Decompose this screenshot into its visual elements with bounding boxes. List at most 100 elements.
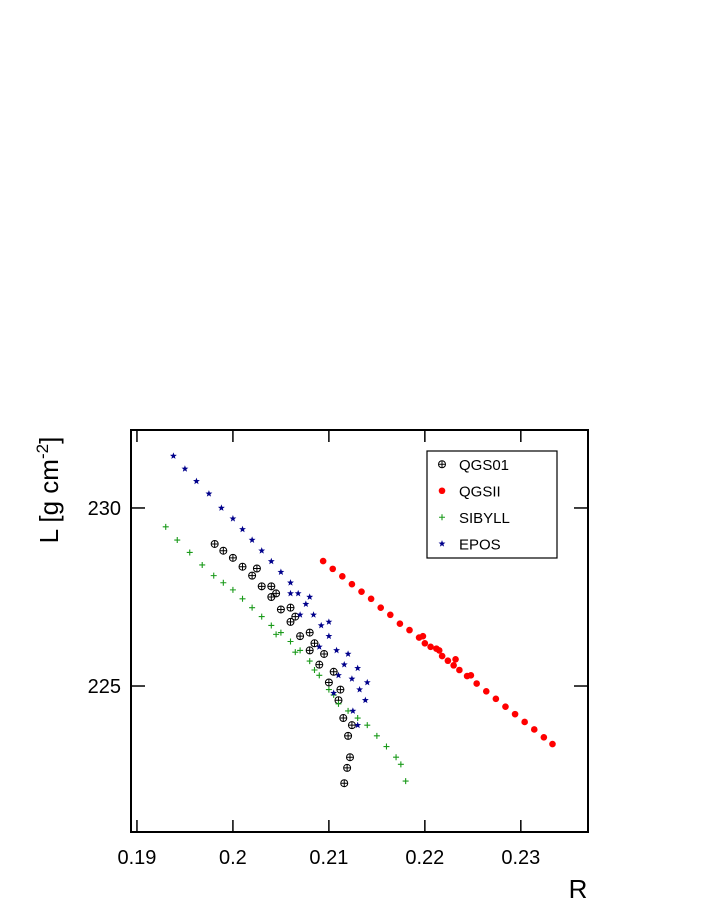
marker-star [310, 611, 317, 618]
marker-plus [249, 604, 256, 611]
marker-circle [482, 688, 490, 695]
marker-star [330, 689, 338, 697]
marker-plus [273, 631, 280, 638]
marker-plus [220, 579, 227, 586]
marker-circle [456, 666, 463, 674]
marker-plus [397, 761, 404, 768]
marker-star [361, 696, 369, 704]
marker-circle [530, 726, 538, 733]
marker-circle [435, 647, 443, 654]
marker-star [325, 632, 333, 640]
legend-label: SIBYLL [459, 510, 510, 527]
marker-circle-cross [210, 539, 219, 548]
marker-star [335, 671, 342, 679]
marker-plus [383, 743, 390, 750]
marker-circle [473, 680, 480, 687]
marker-plus [306, 658, 313, 665]
marker-circle [521, 718, 528, 726]
x-tick-label: 0.19 [117, 847, 156, 869]
marker-plus [229, 586, 236, 593]
marker-star [348, 675, 356, 682]
legend-label: QGSII [459, 483, 501, 500]
marker-circle-cross [305, 628, 314, 637]
marker-star [356, 685, 364, 693]
marker-circle-cross [315, 660, 324, 669]
marker-plus [325, 686, 332, 693]
marker-circle-cross [252, 564, 261, 573]
marker-circle [348, 580, 356, 588]
series [169, 452, 371, 729]
x-tick-label: 0.22 [405, 847, 444, 869]
marker-circle [438, 487, 446, 495]
marker-star [340, 661, 348, 668]
marker-circle-cross [238, 562, 247, 571]
y-tick-label: 225 [88, 676, 121, 698]
marker-plus [364, 722, 371, 729]
marker-star [239, 525, 246, 533]
marker-star [294, 589, 302, 597]
marker-plus [373, 732, 380, 739]
marker-circle-cross [257, 582, 266, 591]
marker-circle-cross [320, 649, 329, 658]
marker-plus [239, 595, 246, 602]
marker-circle [511, 710, 519, 718]
marker-circle-cross [286, 617, 295, 626]
y-label-end: ] [34, 437, 64, 444]
marker-circle [319, 557, 327, 565]
marker-circle-cross [296, 632, 305, 641]
marker-plus [268, 622, 275, 629]
marker-circle-cross [347, 721, 356, 730]
marker-circle [329, 565, 337, 573]
marker-circle-cross [329, 667, 338, 676]
marker-plus [311, 666, 318, 673]
marker-star [277, 568, 285, 575]
marker-circle [467, 672, 475, 679]
legend-label: QGS01 [459, 457, 509, 474]
marker-star [169, 452, 177, 459]
marker-plus [335, 700, 342, 707]
marker-plus [439, 514, 445, 521]
marker-circle-cross [276, 605, 285, 614]
marker-circle-cross [343, 763, 352, 772]
marker-plus [258, 613, 265, 620]
marker-star [315, 643, 323, 650]
marker-star [296, 611, 304, 618]
marker-star [229, 515, 237, 522]
marker-plus [277, 629, 284, 636]
marker-star [438, 540, 446, 547]
marker-star [363, 678, 371, 686]
marker-circle-cross [267, 582, 276, 591]
marker-circle [438, 652, 446, 660]
marker-plus [199, 561, 206, 568]
marker-star [325, 618, 333, 625]
marker-plus [297, 647, 304, 654]
marker-star [217, 504, 225, 511]
y-label-sup: -2 [33, 444, 52, 459]
marker-circle [450, 662, 457, 669]
marker-plus [210, 572, 217, 579]
marker-circle-cross [344, 731, 353, 740]
series [319, 557, 556, 748]
marker-circle-cross [336, 685, 345, 694]
marker-circle [492, 695, 500, 703]
legend-box [426, 450, 558, 559]
marker-star [333, 646, 340, 654]
marker-plus [316, 672, 323, 679]
marker-circle-cross [248, 571, 257, 580]
marker-circle-cross [228, 553, 237, 562]
series [162, 523, 409, 785]
marker-circle [421, 639, 429, 647]
marker-star [306, 593, 314, 600]
legend-label: EPOS [459, 536, 501, 553]
marker-plus [345, 707, 352, 714]
marker-circle [452, 656, 459, 663]
marker-star [344, 650, 352, 657]
marker-circle [502, 703, 509, 710]
marker-circle [387, 611, 394, 619]
marker-circle [540, 733, 548, 741]
plot-frame [130, 429, 589, 833]
marker-star [267, 557, 275, 565]
marker-circle-cross [438, 460, 447, 469]
marker-plus [354, 715, 361, 722]
